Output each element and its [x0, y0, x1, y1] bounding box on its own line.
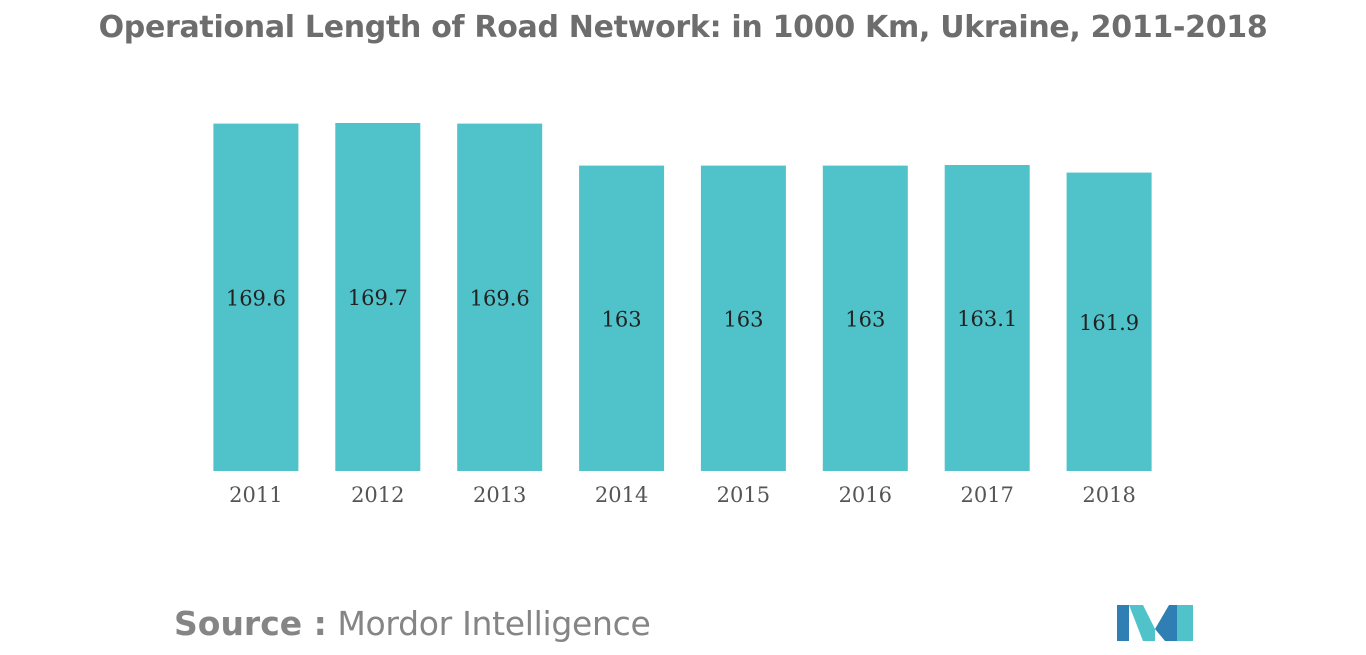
bar-2018	[1066, 172, 1152, 471]
tick-label-2016: 2016	[839, 483, 892, 507]
value-labels-layer: 169.6 169.7 169.6 163 163 163 163.1 161.9	[226, 286, 1139, 335]
value-label-2013: 169.6	[470, 286, 530, 310]
bar-2016	[822, 165, 908, 471]
chart-title: Operational Length of Road Network: in 1…	[98, 10, 1268, 45]
bar-2017	[944, 165, 1030, 471]
bar-2011	[213, 123, 299, 471]
bar-2013	[457, 123, 543, 471]
tick-label-2018: 2018	[1082, 483, 1135, 507]
tick-label-2012: 2012	[351, 483, 404, 507]
source-credit: Source : Mordor Intelligence	[174, 604, 651, 643]
tick-label-2017: 2017	[960, 483, 1013, 507]
tick-label-2014: 2014	[595, 483, 648, 507]
value-label-2012: 169.7	[348, 286, 408, 310]
value-label-2018: 161.9	[1079, 311, 1139, 335]
tick-label-2013: 2013	[473, 483, 526, 507]
value-label-2015: 163	[723, 307, 763, 331]
bars-layer	[213, 123, 1152, 471]
mordor-intelligence-logo-icon	[1117, 605, 1193, 641]
tick-label-2011: 2011	[229, 483, 282, 507]
source-label: Source :	[174, 604, 327, 643]
tick-label-2015: 2015	[717, 483, 770, 507]
value-label-2017: 163.1	[957, 307, 1017, 331]
bar-2012	[335, 123, 421, 471]
bar-2015	[700, 165, 786, 471]
source-name: Mordor Intelligence	[337, 604, 651, 643]
value-label-2016: 163	[845, 307, 885, 331]
x-axis-tick-labels: 2011 2012 2013 2014 2015 2016 2017 2018	[229, 483, 1136, 507]
value-label-2014: 163	[602, 307, 642, 331]
value-label-2011: 169.6	[226, 286, 286, 310]
bar-2014	[579, 165, 665, 471]
